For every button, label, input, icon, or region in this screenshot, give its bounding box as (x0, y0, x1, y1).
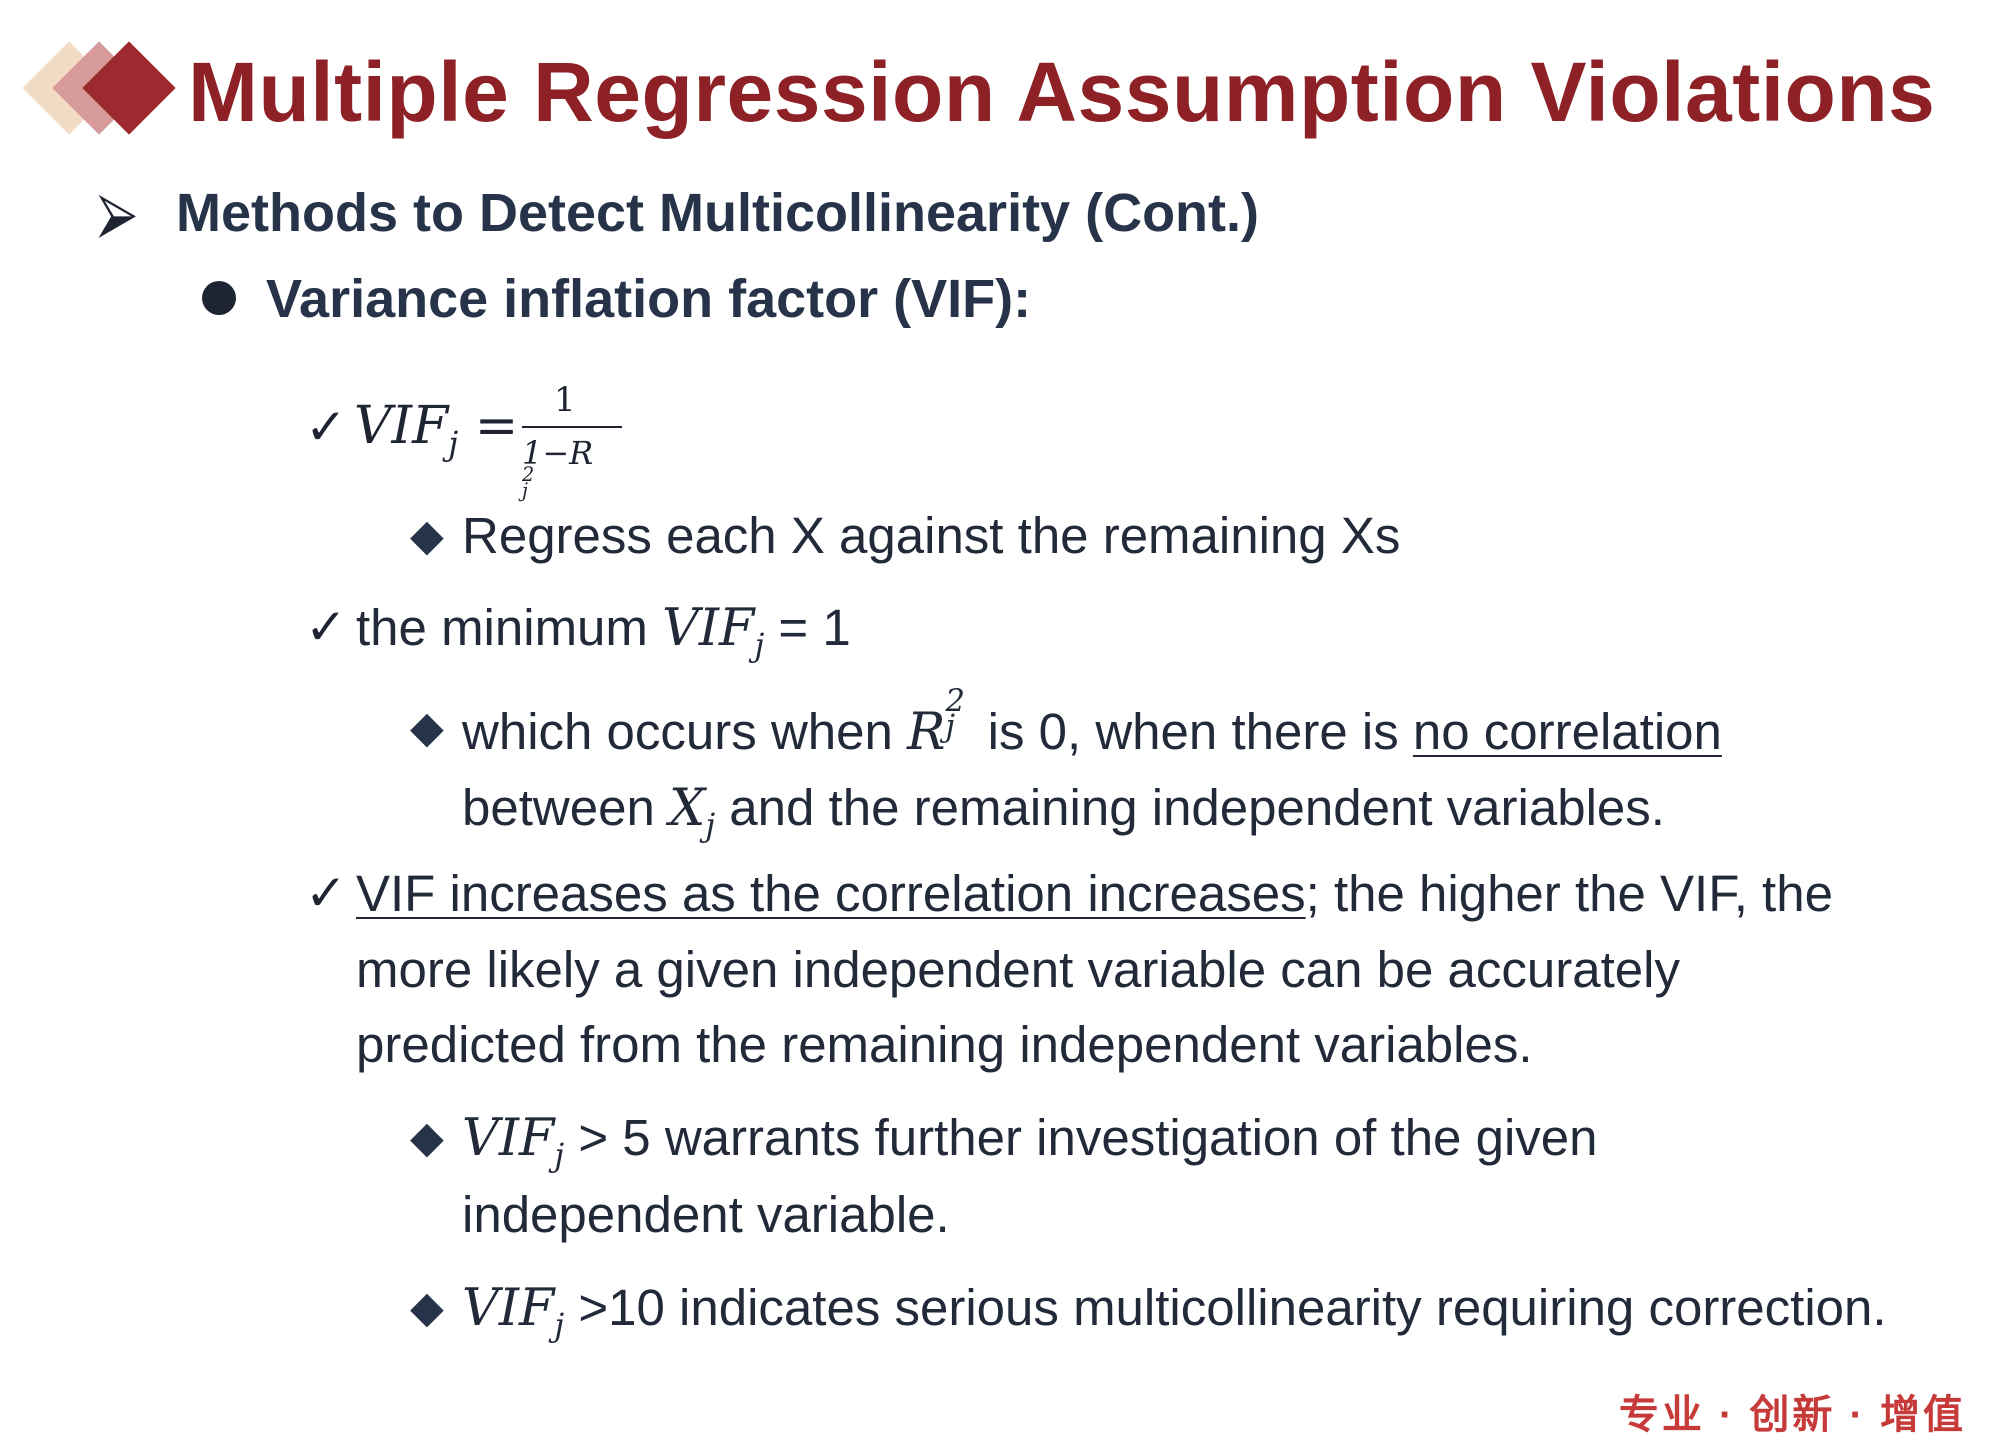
vif-increases-line-2: more likely a given independent variable… (356, 941, 1680, 998)
vif-gt10-text: VIFj >10 indicates serious multicollinea… (462, 1279, 1887, 1345)
vif-gt5-line-2: independent variable. (462, 1186, 950, 1243)
diamond-bullet-icon: ◆ (410, 511, 444, 560)
checkmark-icon: ✓ (305, 599, 347, 655)
slide-title: Multiple Regression Assumption Violation… (188, 45, 1936, 139)
formula-denominator: 1−R 2 j (522, 434, 594, 502)
vif-formula: VIFj = 1 1−R 2 j (354, 380, 622, 502)
vif-increases-line-3: predicted from the remaining independent… (356, 1016, 1533, 1073)
checkmark-icon: ✓ (305, 865, 347, 921)
dot-bullet-icon (202, 281, 236, 315)
fraction-bar (522, 426, 622, 428)
diamond-bullet-icon: ◆ (410, 1113, 444, 1162)
vif-gt5-text: VIFj > 5 warrants further investigation … (462, 1109, 1598, 1175)
section-heading: ⮚ Methods to Detect Multicollinearity (Co… (98, 182, 1259, 245)
min-vif-text: the minimum VIFj = 1 (356, 599, 851, 665)
formula-numerator: 1 (554, 380, 576, 420)
between-text: between Xj and the remaining independent… (462, 779, 1665, 845)
footer-slogan: 专业 · 创新 · 增值 (1618, 1393, 1966, 1437)
sub-heading: Variance inflation factor (VIF): (202, 268, 1031, 330)
formula-lhs: VIFj = (354, 396, 519, 463)
checkmark-icon: ✓ (305, 399, 347, 455)
regress-text: Regress each X against the remaining Xs (462, 507, 1401, 564)
title-logo-diamonds (22, 36, 176, 140)
section-heading-text: Methods to Detect Multicollinearity (Con… (176, 183, 1260, 243)
arrow-bullet-icon: ⮚ (98, 183, 137, 243)
diamond-bullet-icon: ◆ (410, 703, 444, 752)
vif-increases-text: VIF increases as the correlation increas… (356, 865, 1833, 922)
sub-heading-text: Variance inflation factor (VIF): (266, 269, 1032, 329)
diamond-bullet-icon: ◆ (410, 1283, 444, 1332)
